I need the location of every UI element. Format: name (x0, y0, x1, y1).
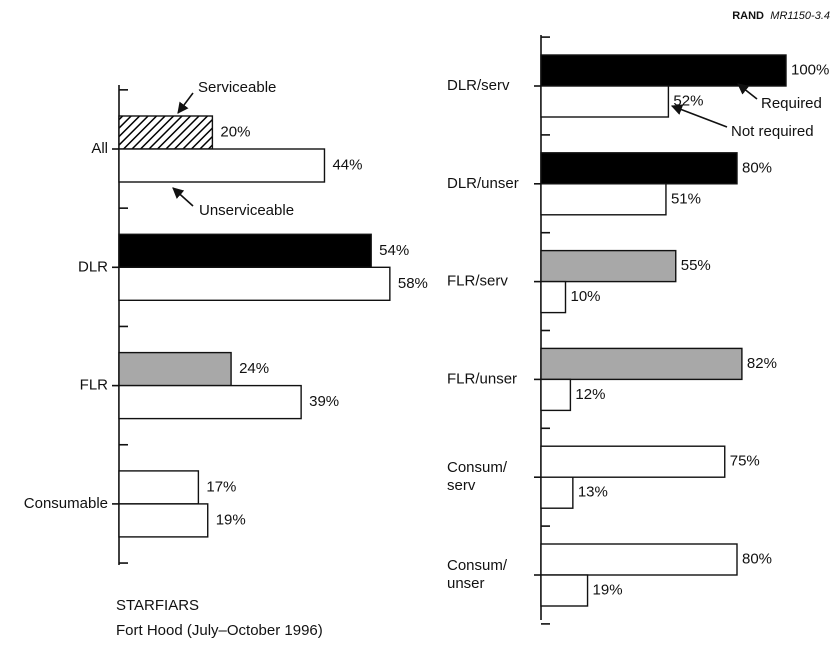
bar (540, 152, 738, 185)
bar (540, 183, 667, 216)
category-label: Consumable (24, 495, 108, 512)
bar (540, 476, 574, 509)
value-label: 75% (730, 453, 760, 470)
annotation-arrow (670, 104, 728, 128)
bar (540, 249, 677, 283)
value-label: 51% (671, 190, 701, 207)
value-label: 52% (673, 92, 703, 109)
bar (118, 233, 372, 269)
annotation-arrow (737, 83, 758, 100)
legend-label: Required (761, 95, 822, 112)
bar (540, 543, 738, 576)
value-label: 54% (379, 242, 409, 259)
value-label: 13% (578, 484, 608, 501)
bar (118, 384, 302, 420)
bar (118, 503, 209, 538)
category-label: FLR/serv (447, 273, 508, 290)
annotation-arrow (172, 187, 194, 207)
category-label: FLR (80, 377, 109, 394)
bar (118, 266, 391, 301)
bar (540, 378, 572, 412)
chart-subtitle: Fort Hood (July–October 1996) (116, 622, 323, 639)
value-label: 17% (206, 478, 236, 495)
value-label: 19% (216, 511, 246, 528)
category-label: Consum/unser (447, 557, 508, 592)
value-label: 80% (742, 159, 772, 176)
bar (118, 470, 200, 505)
bar (540, 347, 743, 381)
value-label: 55% (681, 257, 711, 274)
bar (540, 54, 787, 87)
category-label: All (91, 140, 108, 157)
category-label: DLR/serv (447, 77, 510, 94)
bar (540, 85, 670, 118)
value-label: 24% (239, 360, 269, 377)
bar (118, 351, 232, 387)
chart-title: STARFIARS (116, 597, 199, 614)
bar (540, 574, 589, 607)
value-label: 82% (747, 355, 777, 372)
category-label: DLR (78, 258, 108, 275)
category-label: DLR/unser (447, 175, 519, 192)
legend-label: Not required (731, 123, 814, 140)
annotation-arrow (177, 92, 194, 114)
value-label: 44% (332, 156, 362, 173)
legend-label: Unserviceable (199, 202, 294, 219)
value-label: 19% (593, 581, 623, 598)
value-label: 10% (571, 288, 601, 305)
value-label: 20% (220, 123, 250, 140)
bar (540, 280, 567, 314)
source-org: RAND (732, 10, 764, 22)
value-label: 80% (742, 550, 772, 567)
category-label: Consum/serv (447, 459, 508, 494)
bar (118, 148, 326, 183)
value-label: 12% (575, 386, 605, 403)
source-id: MR1150-3.4 (770, 10, 830, 22)
bar (118, 115, 214, 150)
legend-label: Serviceable (198, 79, 276, 96)
value-label: 39% (309, 393, 339, 410)
category-label: FLR/unser (447, 370, 517, 387)
value-label: 58% (398, 275, 428, 292)
bar (540, 445, 726, 478)
value-label: 100% (791, 61, 829, 78)
